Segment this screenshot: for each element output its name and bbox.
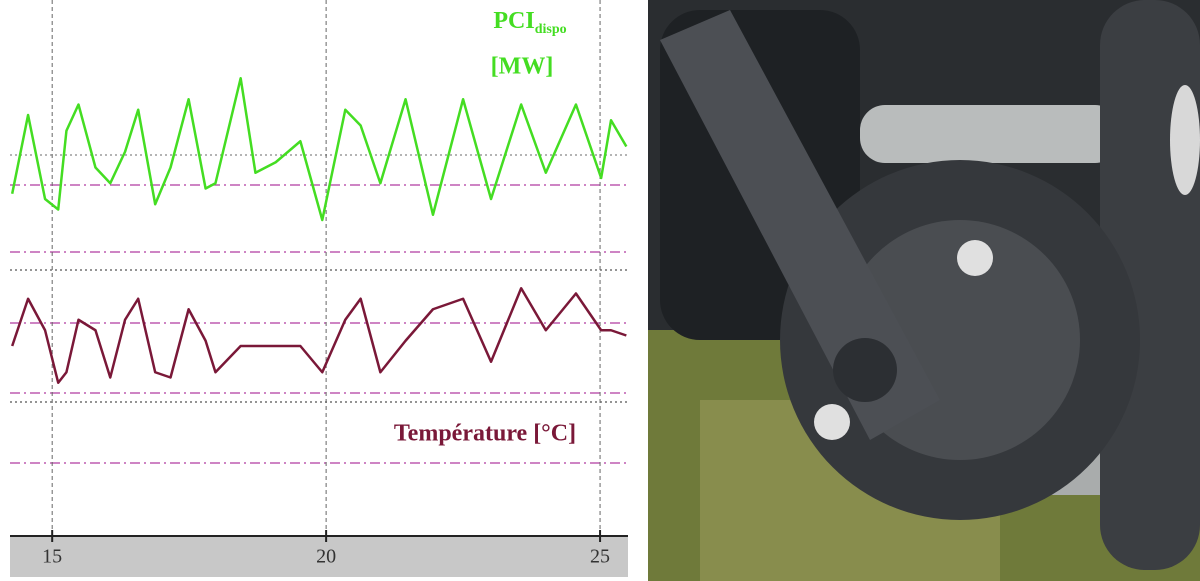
photo [648, 0, 1200, 581]
x-tick-label: 15 [42, 546, 62, 568]
series-unit: [MW] [491, 54, 554, 80]
screw [957, 240, 993, 276]
x-tick-label: 20 [316, 546, 336, 568]
x-tick-label: 25 [590, 546, 610, 568]
pivot [833, 338, 897, 402]
chart-background [0, 0, 630, 581]
series-subscript: dispo [535, 22, 567, 37]
pipe [860, 105, 1120, 163]
series-label: PCIdispo [493, 8, 566, 38]
series-line [10, 77, 628, 222]
reference-lines [10, 154, 628, 464]
series-line [11, 287, 627, 384]
bolt [1170, 85, 1200, 195]
series-name: PCI [493, 8, 534, 34]
lever [660, 10, 940, 440]
screw [814, 404, 850, 440]
plot: 15 20 25 [10, 0, 628, 568]
x-axis-band [10, 537, 628, 577]
series-label: Température [°C] [394, 421, 576, 447]
